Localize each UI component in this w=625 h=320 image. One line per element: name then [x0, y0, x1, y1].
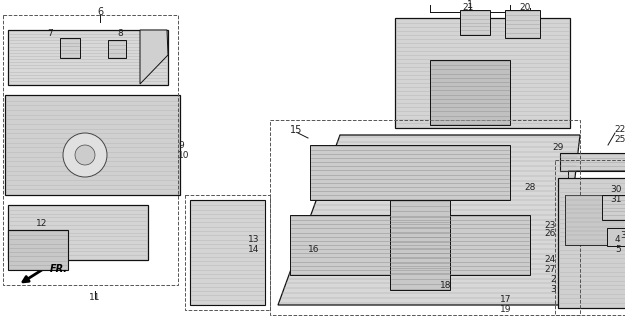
Bar	[560, 153, 625, 171]
Bar	[290, 215, 530, 275]
Text: 18: 18	[440, 281, 451, 290]
Bar	[310, 145, 510, 200]
Text: 8: 8	[117, 29, 123, 38]
Circle shape	[63, 133, 107, 177]
Bar	[108, 40, 126, 58]
Text: 20: 20	[519, 3, 531, 12]
Text: 7: 7	[47, 29, 53, 38]
Bar	[8, 230, 68, 270]
Text: 30: 30	[610, 186, 621, 195]
Polygon shape	[278, 135, 580, 305]
Bar	[395, 18, 570, 128]
Text: 24: 24	[545, 255, 556, 265]
Bar	[607, 228, 625, 246]
Text: FR.: FR.	[50, 264, 68, 274]
Text: 31: 31	[610, 195, 621, 204]
Text: 13: 13	[248, 236, 259, 244]
Text: 11: 11	[89, 293, 101, 302]
Text: 29: 29	[552, 142, 564, 151]
Bar	[185, 195, 270, 310]
Bar	[430, 60, 510, 125]
Text: 32: 32	[620, 230, 625, 239]
Text: 9: 9	[178, 140, 184, 149]
Text: 28: 28	[524, 183, 536, 193]
Bar	[270, 120, 580, 315]
Text: 25: 25	[614, 135, 625, 145]
Text: 19: 19	[500, 305, 511, 314]
Bar	[3, 15, 178, 285]
Bar	[5, 95, 180, 195]
Text: 6: 6	[97, 7, 103, 17]
Text: 4: 4	[615, 236, 621, 244]
Bar	[8, 205, 148, 260]
Circle shape	[75, 145, 95, 165]
Text: 14: 14	[248, 245, 259, 254]
Text: 3: 3	[550, 284, 556, 293]
Bar	[558, 178, 625, 308]
Text: 26: 26	[544, 229, 556, 238]
Bar	[568, 170, 625, 295]
Bar	[390, 200, 450, 290]
Text: 21: 21	[462, 3, 474, 12]
Text: 1: 1	[467, 0, 473, 10]
Bar	[505, 10, 540, 38]
Bar	[565, 195, 625, 245]
Polygon shape	[140, 30, 168, 84]
Text: 23: 23	[544, 220, 556, 229]
Text: 5: 5	[615, 245, 621, 254]
Bar	[602, 195, 625, 220]
Bar	[60, 38, 80, 58]
Text: 27: 27	[544, 265, 556, 274]
Text: 22: 22	[614, 125, 625, 134]
Bar	[8, 30, 168, 85]
Text: 12: 12	[36, 220, 48, 228]
Text: 16: 16	[308, 245, 319, 254]
Bar	[555, 160, 625, 315]
Text: 15: 15	[290, 125, 302, 135]
Text: 10: 10	[178, 150, 189, 159]
Bar	[460, 10, 490, 35]
Bar	[190, 200, 265, 305]
Text: 2: 2	[551, 276, 556, 284]
Text: 17: 17	[500, 295, 511, 305]
